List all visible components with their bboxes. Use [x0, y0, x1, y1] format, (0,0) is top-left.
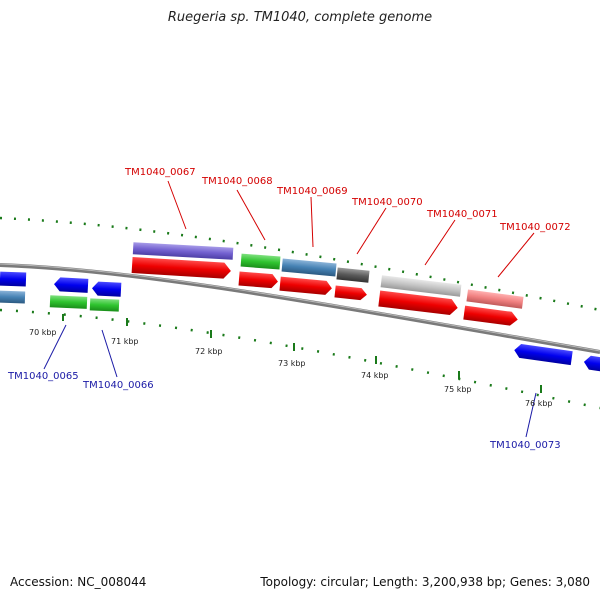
feature-block: [380, 275, 462, 297]
feature-track: [0, 242, 524, 312]
top-gene-labels: TM1040_0067 TM1040_0068 TM1040_0069 TM10…: [124, 167, 571, 233]
accession-text: Accession: NC_008044: [10, 575, 147, 589]
feature-block: [466, 289, 524, 309]
feature-block: [132, 242, 234, 260]
gene-arrow: [514, 344, 573, 366]
feature-block: [89, 298, 120, 312]
genome-summary-text: Topology: circular; Length: 3,200,938 bp…: [260, 575, 590, 589]
gene-arrow: [238, 271, 278, 289]
kbp-scale: 70 kbp 71 kbp 72 kbp 73 kbp 74 kbp 75 kb…: [29, 314, 553, 408]
gene-arrow: [463, 305, 518, 326]
top-leader-lines: [167, 180, 535, 278]
feature-block: [0, 290, 26, 304]
gene-arrow: [92, 281, 122, 297]
tick-label: 72 kbp: [195, 347, 223, 356]
feature-block: [240, 253, 281, 270]
gene-label-TM1040-0068: TM1040_0068: [201, 176, 273, 187]
map-title: Ruegeria sp. TM1040, complete genome: [167, 10, 433, 25]
gene-label-TM1040-0065: TM1040_0065: [7, 371, 79, 382]
gene-label-TM1040-0072: TM1040_0072: [499, 222, 571, 233]
feature-block: [336, 267, 370, 283]
forward-genes: [131, 257, 518, 326]
gene-label-TM1040-0067: TM1040_0067: [124, 167, 196, 178]
gene-arrow: [0, 271, 27, 287]
gene-arrow: [583, 355, 600, 372]
reverse-genes: [0, 271, 600, 372]
tick-label: 70 kbp: [29, 328, 57, 337]
gene-arrow: [279, 276, 332, 295]
gene-label-TM1040-0066: TM1040_0066: [82, 380, 154, 391]
gene-arrow: [378, 290, 458, 315]
feature-block: [281, 258, 337, 277]
bottom-gene-labels: TM1040_0065 TM1040_0066 TM1040_0073: [7, 371, 561, 451]
tick-label: 73 kbp: [278, 359, 306, 368]
gene-label-TM1040-0070: TM1040_0070: [351, 197, 423, 208]
bottom-leader-lines: [43, 324, 537, 438]
genome-backbone: [0, 263, 600, 354]
tick-label: 76 kbp: [525, 399, 553, 408]
gene-arrow: [131, 257, 231, 279]
tick-label: 75 kbp: [444, 385, 472, 394]
feature-block: [49, 295, 88, 309]
gene-label-TM1040-0073: TM1040_0073: [489, 440, 561, 451]
tick-label: 71 kbp: [111, 337, 139, 346]
tick-label: 74 kbp: [361, 371, 389, 380]
gene-label-TM1040-0069: TM1040_0069: [276, 186, 348, 197]
gene-arrow: [54, 277, 89, 293]
gene-label-TM1040-0071: TM1040_0071: [426, 209, 498, 220]
gene-arrow: [334, 285, 367, 301]
